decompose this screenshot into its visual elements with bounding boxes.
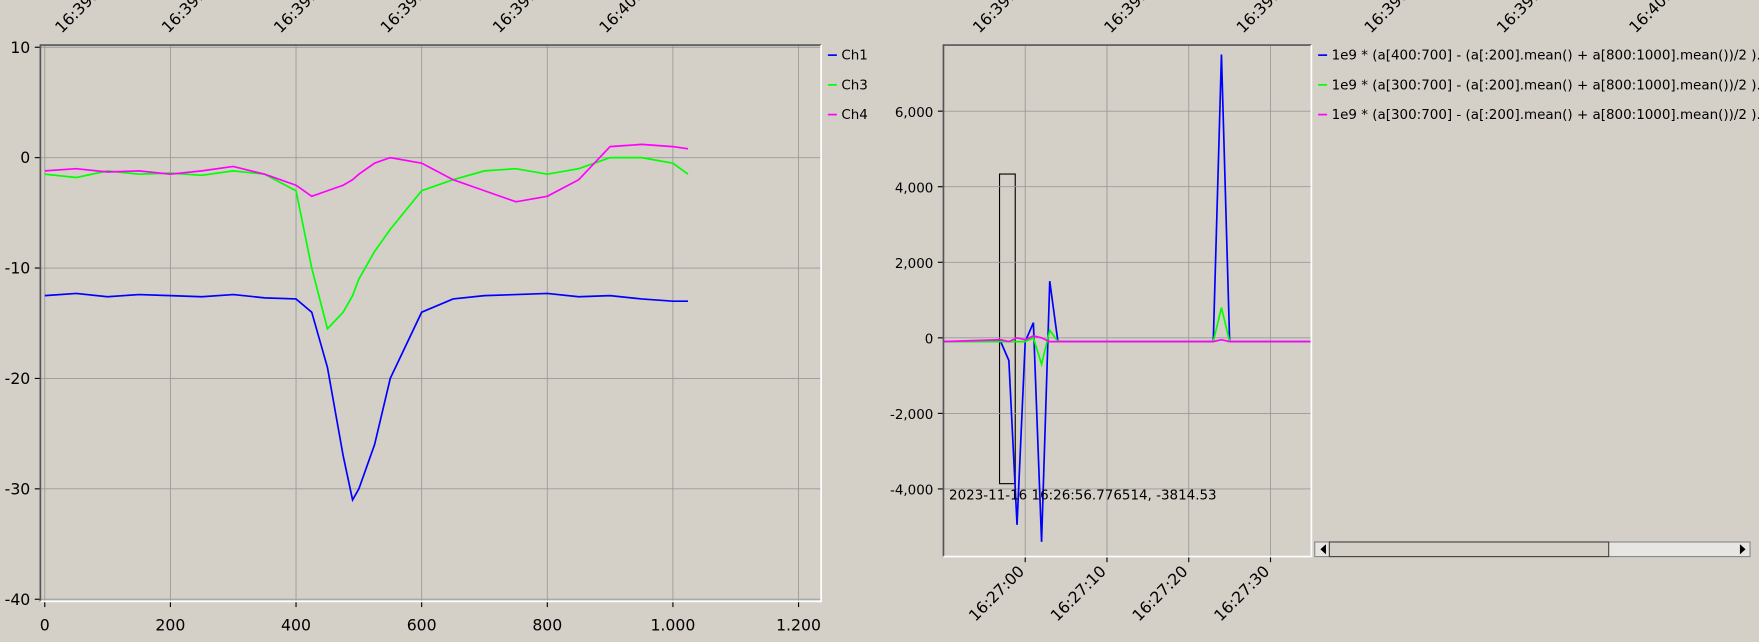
plot-area <box>943 54 1312 542</box>
scrollbar[interactable] <box>1314 541 1751 558</box>
y-tick-label: 0 <box>925 332 934 347</box>
x-tick-label: 400 <box>281 616 311 635</box>
plot-area <box>44 143 689 503</box>
x-tick-label: 1.200 <box>776 616 821 635</box>
x-tick-label: 800 <box>532 616 562 635</box>
series-line <box>943 54 1312 542</box>
x-tick-label: 0 <box>40 616 50 635</box>
y-tick-label: -4,000 <box>890 484 933 499</box>
series-line <box>44 292 688 503</box>
y-tick-label: -40 <box>5 590 31 609</box>
y-tick-label: 6,000 <box>895 106 934 121</box>
y-tick-label: 4,000 <box>895 181 934 196</box>
legend-label: 1e9 * (a[400:700] - (a[:200].mean() + a[… <box>1332 49 1759 64</box>
y-tick-label: -2,000 <box>890 408 933 423</box>
x-tick-label: 1.000 <box>650 616 695 635</box>
frame-dark <box>942 44 1312 557</box>
scroll-right[interactable] <box>1739 544 1746 555</box>
selection-box <box>998 173 1016 485</box>
y-tick-label: 0 <box>20 148 30 167</box>
series-line <box>44 143 689 203</box>
scroll-thumb[interactable] <box>1328 541 1610 558</box>
legend-label: Ch4 <box>841 108 867 123</box>
series-line <box>943 335 1312 343</box>
legend-label: Ch1 <box>841 49 867 64</box>
legend-label: 1e9 * (a[300:700] - (a[:200].mean() + a[… <box>1332 108 1759 123</box>
y-tick-label: -20 <box>5 369 31 388</box>
legend-label: 1e9 * (a[300:700] - (a[:200].mean() + a[… <box>1332 78 1759 93</box>
x-tick-label: 600 <box>407 616 437 635</box>
legend-label: Ch3 <box>841 78 867 93</box>
y-tick-label: 10 <box>10 38 30 57</box>
scroll-left[interactable] <box>1320 544 1326 555</box>
frame-dark <box>39 44 822 602</box>
annotation: 2023-11-16 16:26:56.776514, -3814.53 <box>949 488 1217 503</box>
y-tick-label: -30 <box>5 479 31 498</box>
frame-light <box>40 45 823 603</box>
y-tick-label: -10 <box>5 259 31 278</box>
x-tick-label: 200 <box>155 616 185 635</box>
frame-light <box>943 45 1313 558</box>
y-tick-label: 2,000 <box>895 257 934 272</box>
